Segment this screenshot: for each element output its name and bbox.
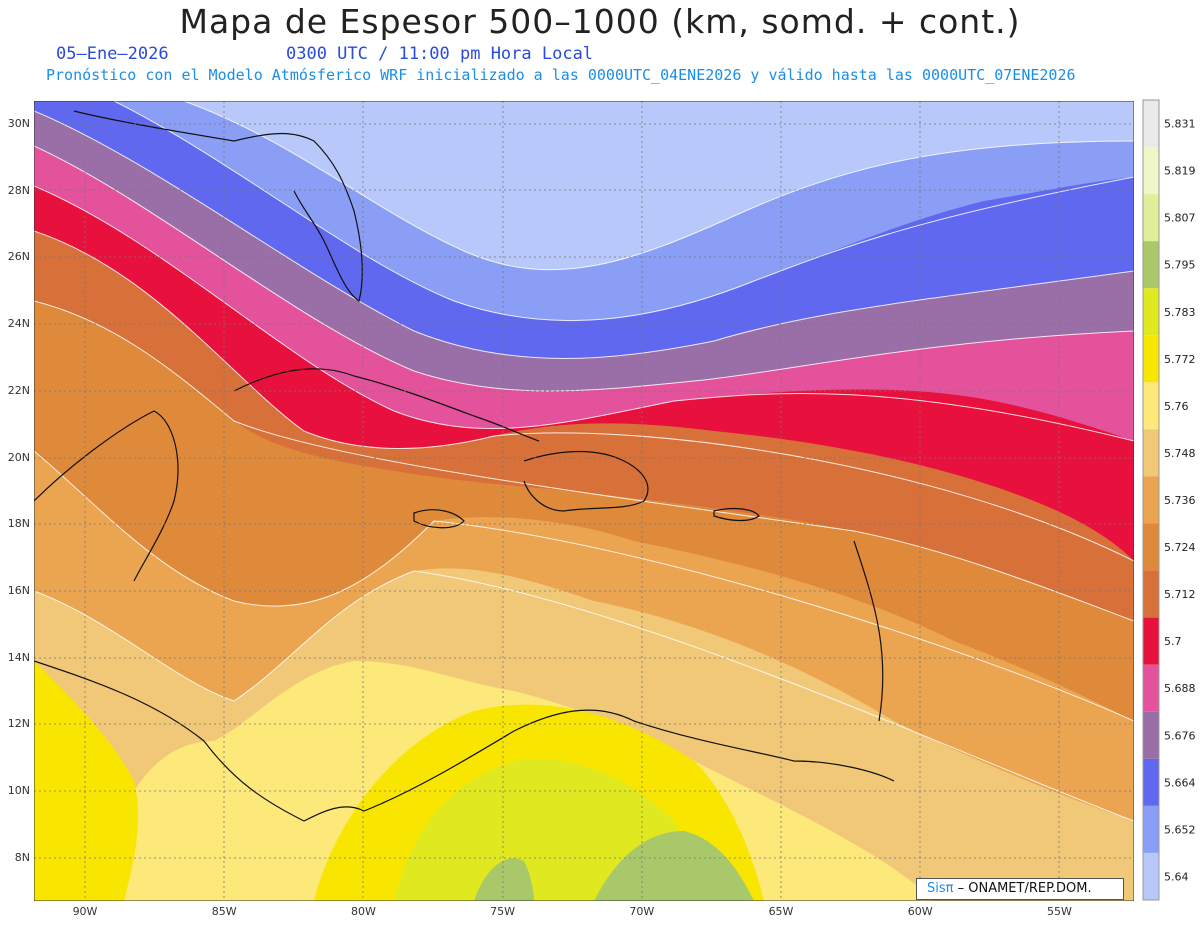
lat-label-8N: 8N	[14, 850, 30, 864]
puerto-rico-coast	[713, 507, 760, 522]
legend-swatch	[1143, 429, 1159, 477]
hispaniola-coast	[523, 450, 649, 512]
south-america-coast	[363, 709, 895, 812]
legend-value: 5.676	[1164, 729, 1196, 742]
legend-value: 5.807	[1164, 212, 1196, 225]
legend-swatch	[1143, 147, 1159, 195]
lat-label-30N: 30N	[7, 117, 30, 130]
legend-value: 5.748	[1164, 447, 1196, 460]
legend-value: 5.64	[1164, 870, 1189, 883]
lat-label-20N: 20N	[7, 450, 30, 464]
coastlines	[34, 110, 895, 822]
legend-swatch	[1143, 476, 1159, 524]
lat-label-26N: 26N	[7, 250, 30, 264]
legend-swatch	[1143, 711, 1159, 759]
legend-value: 5.819	[1164, 165, 1196, 178]
lon-label-85W: 85W	[211, 905, 237, 918]
credit-org: – ONAMET/REP.DOM.	[953, 881, 1092, 896]
legend-swatch	[1143, 805, 1159, 853]
legend-swatch	[1143, 664, 1159, 712]
legend-value: 5.7	[1164, 635, 1182, 648]
legend-swatch	[1143, 852, 1159, 900]
lon-label-75W: 75W	[490, 905, 516, 918]
lat-label-14N: 14N	[7, 650, 30, 664]
legend-swatch	[1143, 100, 1159, 148]
credit-box: Sisπ – ONAMET/REP.DOM.	[916, 878, 1124, 900]
lat-label-22N: 22N	[7, 383, 30, 397]
legend-swatch	[1143, 382, 1159, 430]
lat-label-10N: 10N	[7, 784, 30, 797]
color-legend: 5.831 5.819 5.807 5.795 5.783 5.772 5.76 5.748 5…	[1142, 99, 1196, 901]
legend-value: 5.76	[1164, 400, 1189, 413]
lesser-antilles	[853, 540, 884, 722]
legend-swatch	[1143, 241, 1159, 289]
legend-value: 5.712	[1164, 588, 1196, 601]
legend-value: 5.783	[1164, 306, 1196, 319]
forecast-time: 0300 UTC / 11:00 pm Hora Local	[286, 44, 594, 64]
legend-value: 5.724	[1164, 541, 1196, 554]
central-america-coast	[34, 660, 365, 822]
legend-swatch	[1143, 523, 1159, 571]
jamaica-coast	[413, 509, 465, 529]
band-5772	[34, 661, 139, 901]
credit-brand: Sisπ	[927, 881, 954, 896]
florida-coast	[73, 110, 363, 302]
lat-lon-grid	[34, 101, 1134, 901]
lon-label-65W: 65W	[768, 905, 794, 918]
legend-swatch	[1143, 570, 1159, 618]
legend-swatch	[1143, 288, 1159, 336]
contour-lines	[34, 101, 1134, 822]
lon-label-70W: 70W	[629, 905, 655, 918]
cuba-coast	[233, 368, 540, 442]
lon-label-60W: 60W	[907, 905, 933, 918]
lon-label-80W: 80W	[350, 905, 376, 918]
legend-value: 5.795	[1164, 259, 1196, 272]
map-title: Mapa de Espesor 500–1000 (km, somd. + co…	[179, 2, 1021, 41]
legend-value: 5.772	[1164, 353, 1196, 366]
band-5795	[594, 831, 754, 901]
lat-label-24N: 24N	[7, 317, 30, 331]
legend-value: 5.736	[1164, 494, 1196, 507]
lon-label-90W: 90W	[72, 905, 98, 918]
lon-label-55W: 55W	[1046, 905, 1072, 918]
lat-label-28N: 28N	[7, 183, 30, 197]
legend-value: 5.652	[1164, 823, 1196, 836]
lat-label-16N: 16N	[7, 583, 30, 597]
legend-swatch	[1143, 335, 1159, 383]
lat-label-18N: 18N	[7, 517, 30, 531]
legend-value: 5.831	[1164, 118, 1196, 131]
forecast-info: Pronóstico con el Modelo Atmósferico WRF…	[46, 66, 1076, 84]
thickness-map	[34, 101, 1134, 901]
lat-label-12N: 12N	[7, 717, 30, 731]
forecast-date: 05–Ene–2026	[56, 44, 169, 64]
legend-value: 5.688	[1164, 682, 1196, 695]
legend-swatch	[1143, 194, 1159, 242]
legend-swatch	[1143, 617, 1159, 665]
legend-value: 5.664	[1164, 776, 1196, 789]
yucatan-coast	[34, 410, 179, 582]
legend-swatch	[1143, 758, 1159, 806]
band-5795b	[474, 858, 534, 901]
